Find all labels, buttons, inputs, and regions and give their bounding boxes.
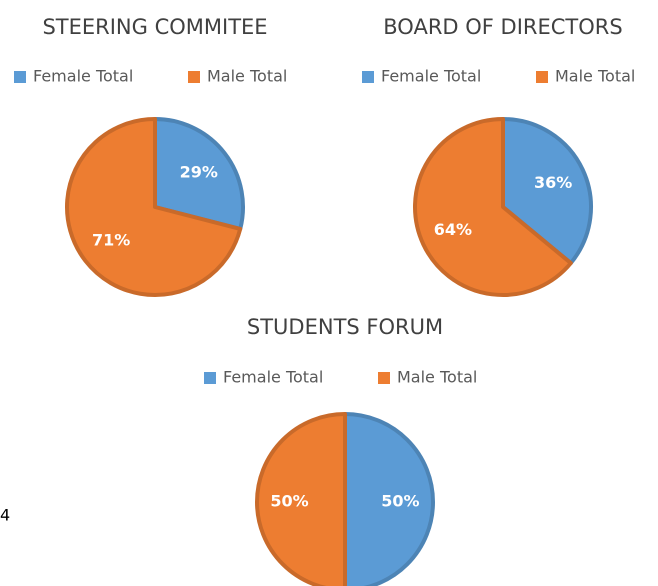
slice-label: 50% <box>381 492 419 511</box>
pie-slice <box>255 412 347 586</box>
legend-label: Male Total <box>397 368 477 387</box>
legend-label: Female Total <box>381 67 481 86</box>
pie-slice <box>501 117 593 266</box>
slice-label: 29% <box>180 163 218 182</box>
legend-label: Female Total <box>33 67 133 86</box>
pie-slice <box>153 117 245 231</box>
legend-label: Male Total <box>555 67 635 86</box>
pie-slice <box>343 412 435 586</box>
pie-slice <box>413 117 573 297</box>
page-fragment: 4 <box>0 506 10 525</box>
legend-swatch <box>378 372 390 384</box>
slice-label: 64% <box>434 220 472 239</box>
slice-label: 50% <box>270 492 308 511</box>
legend-swatch <box>536 71 548 83</box>
chart-title: STUDENTS FORUM <box>247 315 443 339</box>
legend-swatch <box>14 71 26 83</box>
chart-title: STEERING COMMITEE <box>42 15 267 39</box>
slice-label: 36% <box>534 173 572 192</box>
legend-swatch <box>188 71 200 83</box>
legend-swatch <box>362 71 374 83</box>
legend-label: Female Total <box>223 368 323 387</box>
legend-swatch <box>204 372 216 384</box>
slice-label: 71% <box>92 230 130 249</box>
legend-label: Male Total <box>207 67 287 86</box>
chart-title: BOARD OF DIRECTORS <box>383 15 622 39</box>
pie-slice <box>65 117 243 297</box>
